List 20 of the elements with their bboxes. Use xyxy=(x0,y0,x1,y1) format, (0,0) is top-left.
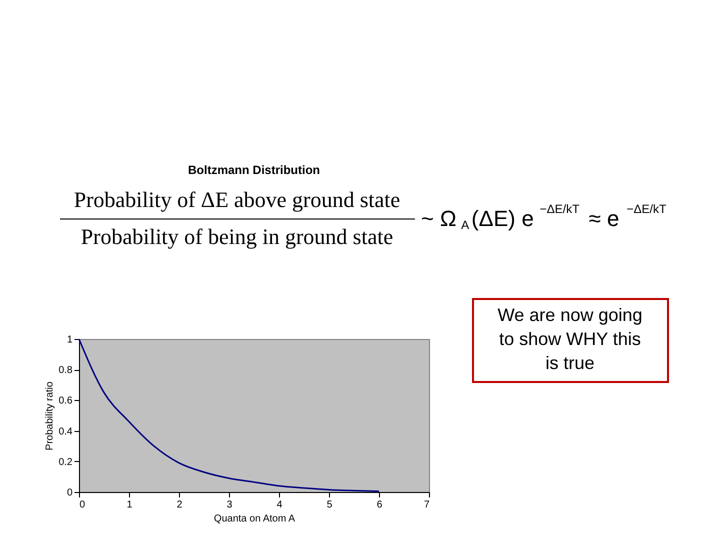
y-tick-label: 0.6 xyxy=(58,396,73,407)
x-tick-label: 2 xyxy=(176,500,183,510)
y-tick-label: 0.2 xyxy=(58,456,73,468)
text: Probability of being in ground state xyxy=(80,224,394,249)
y-tick-label: 1 xyxy=(66,334,73,346)
text: We are now going to show WHY this is true xyxy=(498,305,642,373)
x-tick-label: 4 xyxy=(276,500,283,510)
y-axis-title: Probability ratio xyxy=(44,381,56,450)
y-tick-label: 0.8 xyxy=(58,365,73,376)
x-tick-label: 5 xyxy=(326,500,333,510)
x-axis-title: Quanta on Atom A xyxy=(214,514,296,524)
x-tick-label: 6 xyxy=(376,500,383,510)
chart-title: Boltzmann Distribution xyxy=(188,163,320,177)
y-tick-label: 0.4 xyxy=(58,426,73,438)
text: Probability of ΔE above ground state xyxy=(74,187,400,212)
x-tick-label: 3 xyxy=(226,500,233,510)
x-tick-label: 1 xyxy=(126,500,133,510)
x-tick-label: 7 xyxy=(424,500,430,510)
y-tick-label: 0 xyxy=(66,488,73,498)
x-tick-label: 0 xyxy=(80,500,86,510)
